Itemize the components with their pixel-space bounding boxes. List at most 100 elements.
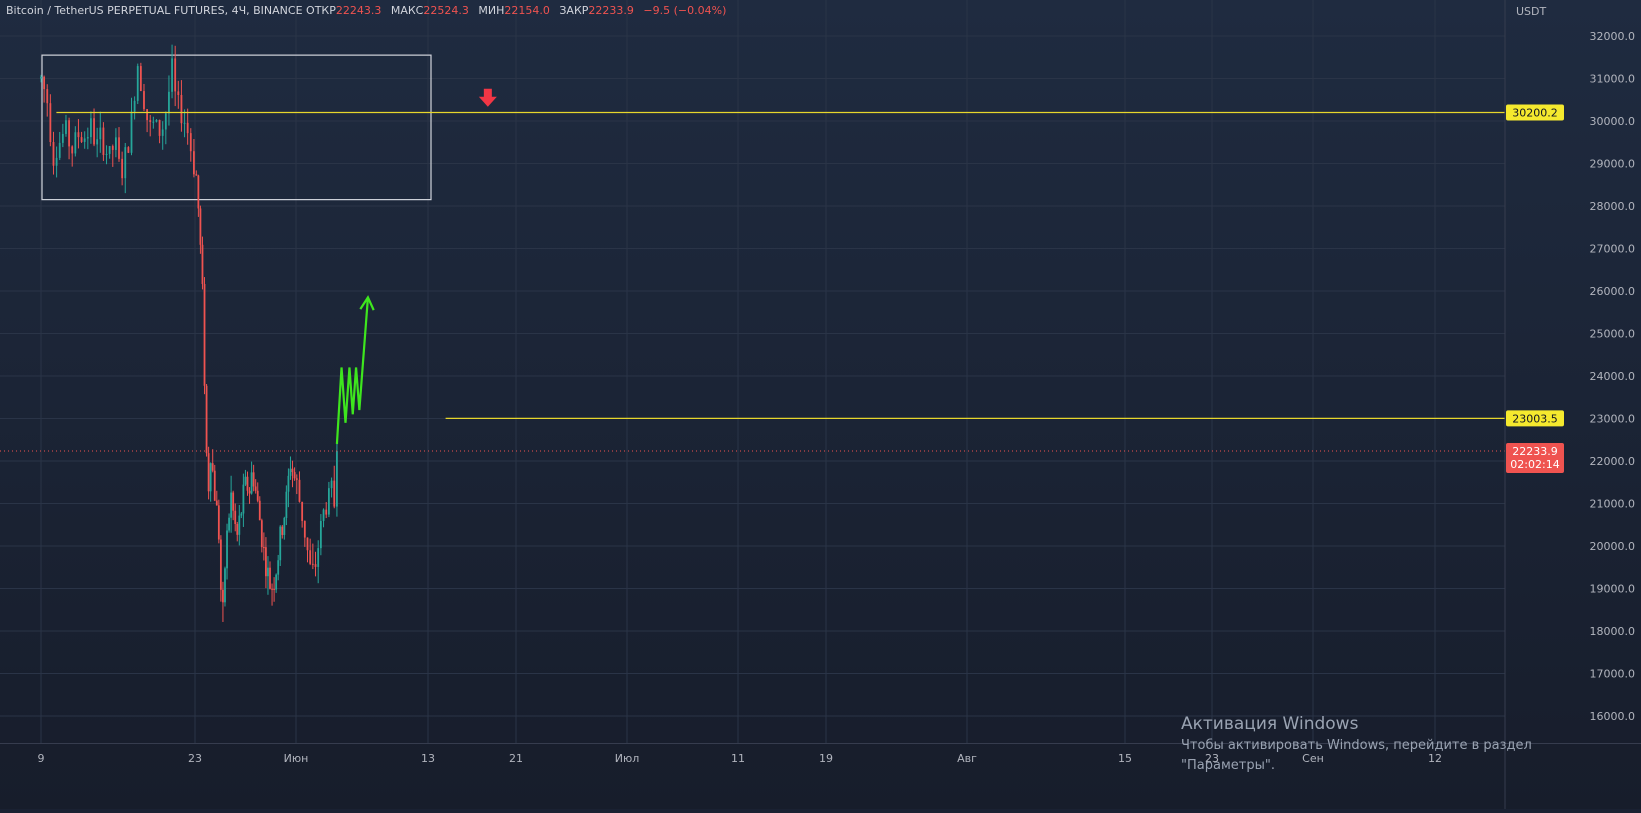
candle-body — [224, 568, 226, 603]
candle-body — [80, 137, 83, 142]
last-price-badge — [1506, 443, 1564, 474]
y-tick-label: 19000.0 — [1590, 583, 1636, 596]
y-tick-label: 23000.0 — [1590, 413, 1636, 426]
candle-body — [43, 76, 46, 90]
candle-body — [228, 517, 230, 531]
candle-body — [102, 127, 105, 155]
candle-body — [111, 146, 114, 150]
y-tick-label: 17000.0 — [1590, 668, 1636, 681]
candle-body — [298, 479, 301, 502]
candle-body — [52, 142, 55, 166]
x-tick-label: 19 — [819, 752, 833, 765]
candle-body — [252, 472, 255, 487]
candle-body — [114, 137, 117, 150]
candle-body — [90, 118, 92, 138]
change-value: −9.5 (−0.04%) — [643, 4, 727, 17]
candle-body — [207, 453, 210, 492]
candle-body — [199, 208, 202, 245]
y-tick-label: 21000.0 — [1590, 498, 1636, 511]
candle-body — [61, 133, 64, 143]
candle-body — [177, 91, 180, 96]
level-label-30200.2: 30200.2 — [1512, 106, 1558, 119]
y-tick-label: 25000.0 — [1590, 328, 1636, 341]
x-tick-label: Авг — [957, 752, 977, 765]
candle-body — [130, 111, 133, 153]
level-label-bg-30200.2 — [1506, 104, 1564, 121]
candle-body — [180, 95, 183, 124]
candle-body — [77, 132, 80, 138]
candle-body — [303, 520, 306, 538]
candle-body — [186, 122, 189, 134]
candle-body — [93, 118, 95, 145]
candle-body — [49, 103, 52, 143]
candle-body — [213, 470, 216, 501]
y-tick-label: 28000.0 — [1590, 200, 1636, 213]
level-label-bg-23003.5 — [1506, 410, 1564, 427]
candle-body — [265, 547, 267, 577]
candle-body — [161, 129, 164, 136]
candle-body — [262, 547, 265, 549]
candle-body — [277, 560, 280, 575]
candle-body — [336, 451, 338, 507]
low-label: МИН — [478, 4, 505, 17]
candle-body — [211, 463, 214, 471]
candle-body — [209, 463, 212, 492]
y-tick-label: 16000.0 — [1590, 710, 1636, 723]
level-label-23003.5: 23003.5 — [1512, 412, 1558, 425]
candle-body — [65, 120, 67, 134]
x-tick-label: 21 — [509, 752, 523, 765]
x-tick-label: 12 — [1428, 752, 1442, 765]
candle-body — [152, 121, 155, 123]
x-tick-label: 9 — [38, 752, 45, 765]
candle-body — [271, 588, 273, 590]
y-tick-label: 20000.0 — [1590, 540, 1636, 553]
last-price-label: 22233.9 — [1512, 445, 1558, 458]
low-value: 22154.0 — [504, 4, 550, 17]
watermark-line-1: Чтобы активировать Windows, перейдите в … — [1181, 738, 1532, 753]
x-tick-label: Июн — [284, 752, 309, 765]
candle-body — [230, 492, 233, 518]
candle-body — [201, 244, 204, 284]
symbol-legend: Bitcoin / TetherUS PERPETUAL FUTURES, 4Ч… — [6, 4, 732, 17]
candle-body — [155, 119, 158, 122]
symbol-title[interactable]: Bitcoin / TetherUS PERPETUAL FUTURES, 4Ч… — [6, 4, 303, 17]
projection-arrowhead — [359, 295, 375, 311]
candle-body — [217, 505, 220, 540]
candle-body — [219, 539, 222, 590]
candle-body — [121, 158, 124, 179]
high-value: 22524.3 — [423, 4, 469, 17]
candle-body — [105, 153, 108, 155]
candle-body — [311, 563, 314, 565]
high-label: МАКС — [390, 4, 424, 17]
candle-body — [203, 283, 206, 386]
candle-body — [291, 468, 294, 473]
candle-body — [289, 468, 292, 476]
candle-body — [246, 476, 249, 491]
candle-body — [174, 58, 177, 92]
candle-body — [327, 488, 330, 515]
candle-body — [40, 76, 42, 79]
candle-body — [143, 91, 145, 110]
y-tick-label: 22000.0 — [1590, 455, 1636, 468]
y-tick-label: 26000.0 — [1590, 285, 1636, 298]
candle-body — [330, 480, 333, 489]
candle-body — [325, 509, 328, 515]
x-tick-label: 15 — [1118, 752, 1132, 765]
candle-body — [197, 175, 200, 209]
candle-body — [118, 137, 120, 159]
y-tick-label: 29000.0 — [1590, 158, 1636, 171]
candle-body — [158, 119, 161, 136]
candle-body — [71, 146, 74, 154]
candle-body — [136, 66, 139, 101]
open-label: ОТКР — [306, 4, 336, 17]
candle-body — [127, 147, 130, 153]
candle-body — [83, 138, 86, 142]
candle-body — [281, 526, 284, 535]
candle-body — [139, 66, 142, 92]
candle-body — [236, 524, 239, 535]
candle-body — [55, 157, 58, 166]
candle-body — [322, 509, 325, 521]
candle-body — [96, 139, 99, 145]
